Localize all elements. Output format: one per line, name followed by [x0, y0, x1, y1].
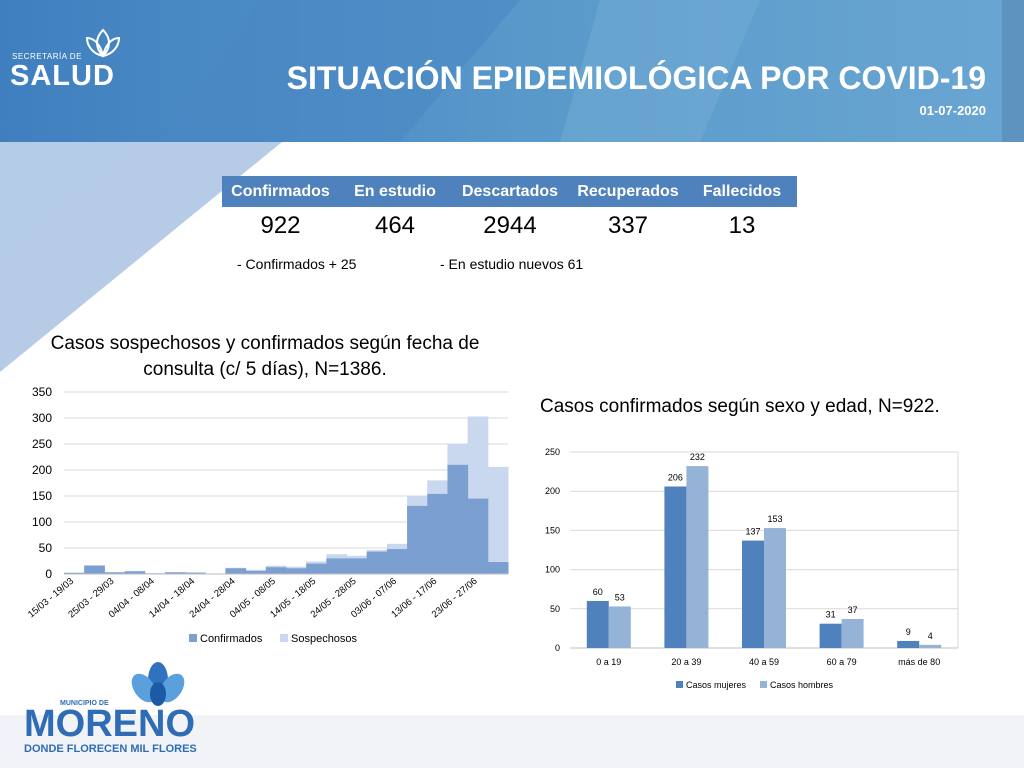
y-tick-label: 150	[32, 489, 52, 503]
y-tick-label: 100	[545, 565, 560, 575]
moreno-tagline: DONDE FLORECEN MIL FLORES	[24, 743, 197, 755]
brand-subtitle: SECRETARÍA DE	[12, 52, 82, 61]
area-step-confirmados	[64, 572, 85, 574]
summary-value-deceased: 13	[687, 207, 797, 245]
summary-header-confirmed: Confirmados	[222, 176, 339, 207]
legend-label-sospechosos: Sospechosos	[291, 633, 358, 645]
area-step-confirmados	[185, 572, 206, 574]
area-step-confirmados	[346, 558, 368, 574]
area-chart-title: Casos sospechosos y confirmados según fe…	[50, 333, 480, 380]
data-label: 37	[848, 605, 858, 615]
y-tick-label: 350	[32, 385, 52, 399]
area-step-sospechosos	[487, 466, 509, 574]
legend-swatch-confirmados	[189, 634, 197, 642]
data-label: 206	[668, 472, 683, 482]
x-tick-label: 40 a 59	[749, 657, 779, 667]
bar-women	[742, 540, 764, 648]
data-label: 153	[767, 514, 782, 524]
summary-header-row: Confirmados En estudio Descartados Recup…	[222, 176, 797, 207]
x-tick-label: 60 a 79	[827, 657, 857, 667]
area-step-confirmados	[124, 571, 146, 574]
area-step-confirmados	[84, 565, 105, 574]
summary-value-confirmed: 922	[222, 207, 339, 245]
y-tick-label: 200	[545, 486, 560, 496]
area-step-confirmados	[467, 498, 489, 574]
legend-label-confirmados: Confirmados	[200, 633, 263, 645]
bar-women	[586, 600, 609, 648]
bar-women	[819, 623, 842, 648]
note-study: - En estudio nuevos 61	[440, 256, 584, 272]
y-tick-label: 50	[550, 604, 560, 614]
moreno-flower-icon	[131, 662, 185, 706]
data-label: 31	[826, 610, 836, 620]
data-label: 60	[593, 587, 603, 597]
summary-header-deceased: Fallecidos	[687, 176, 797, 207]
area-step-confirmados	[447, 464, 469, 574]
area-step-confirmados	[164, 572, 186, 574]
x-tick-label: más de 80	[898, 657, 940, 667]
area-step-confirmados	[326, 558, 348, 574]
y-tick-label: 100	[32, 515, 52, 529]
area-step-confirmados	[306, 563, 327, 574]
x-tick-label: 20 a 39	[671, 657, 701, 667]
bar-chart: 0 50 100 150 200 250 60 53 0 a 19 206 232 20 a 39 13…	[545, 447, 959, 690]
bar-men	[608, 606, 631, 648]
moreno-subtitle: MUNICIPIO DE	[60, 700, 109, 707]
area-step-confirmados	[366, 551, 388, 574]
area-step-confirmados	[487, 562, 509, 574]
moreno-logo-text: MORENO	[24, 703, 195, 745]
legend-label-women: Casos mujeres	[686, 680, 747, 690]
bar-men	[919, 644, 942, 648]
area-step-confirmados	[427, 493, 448, 574]
y-tick-label: 200	[32, 463, 52, 477]
area-step-confirmados	[286, 568, 307, 574]
summary-header-recovered: Recuperados	[569, 176, 687, 207]
brand-logo-text: SALUD	[10, 60, 115, 92]
legend-swatch-men	[760, 681, 767, 688]
summary-header-discarded: Descartados	[451, 176, 569, 207]
area-step-confirmados	[407, 505, 428, 574]
report-date: 01-07-2020	[919, 103, 987, 118]
bar-women	[664, 486, 687, 648]
bar-men	[841, 618, 864, 648]
area-step-sospechosos	[185, 571, 206, 574]
y-tick-label: 0	[45, 567, 52, 581]
data-label: 232	[690, 452, 705, 462]
data-label: 53	[615, 592, 625, 602]
bar-women	[897, 640, 920, 648]
summary-header-study: En estudio	[339, 176, 451, 207]
area-step-confirmados	[104, 572, 126, 574]
y-tick-label: 150	[545, 525, 560, 535]
summary-value-discarded: 2944	[451, 207, 569, 245]
note-confirmed: - Confirmados + 25	[237, 256, 357, 272]
y-tick-label: 300	[32, 411, 52, 425]
bar-men	[686, 466, 709, 648]
x-tick-label: 0 a 19	[596, 657, 621, 667]
area-step-sospechosos	[144, 572, 166, 574]
y-tick-label: 0	[555, 643, 560, 653]
legend-label-men: Casos hombres	[770, 680, 834, 690]
area-step-confirmados	[225, 568, 247, 574]
area-step-confirmados	[386, 549, 408, 574]
lotus-icon	[85, 28, 121, 58]
summary-values-row: 922 464 2944 337 13	[222, 207, 797, 245]
y-tick-label: 250	[545, 447, 560, 457]
data-label: 4	[928, 631, 933, 641]
area-step-confirmados	[265, 567, 287, 574]
summary-value-study: 464	[339, 207, 451, 245]
bar-chart-title: Casos confirmados según sexo y edad, N=9…	[540, 396, 940, 417]
legend-swatch-sospechosos	[280, 634, 288, 642]
y-tick-label: 250	[32, 437, 52, 451]
bar-men	[764, 528, 786, 648]
data-label: 9	[906, 627, 911, 637]
summary-table: Confirmados En estudio Descartados Recup…	[222, 176, 797, 245]
page-title: SITUACIÓN EPIDEMIOLÓGICA POR COVID-19	[286, 60, 986, 96]
area-step-confirmados	[245, 570, 267, 574]
summary-value-recovered: 337	[569, 207, 687, 245]
y-tick-label: 50	[39, 541, 53, 555]
legend-swatch-women	[676, 681, 683, 688]
data-label: 137	[745, 527, 760, 537]
